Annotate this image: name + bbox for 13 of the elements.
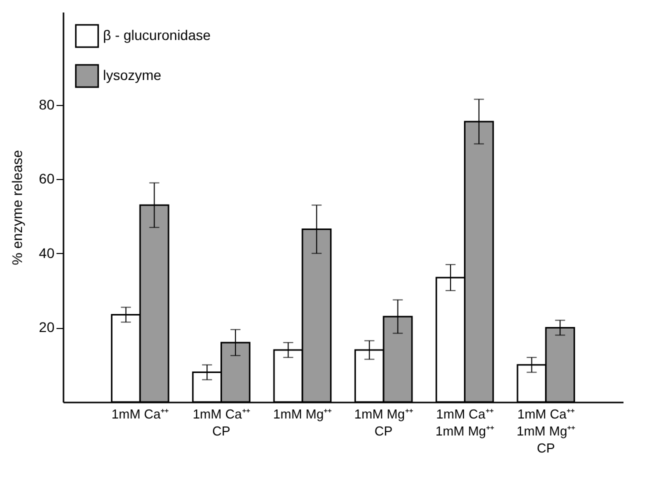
legend-label: lysozyme (103, 67, 162, 83)
x-tick-label: 1mM Ca⁺⁺ (112, 406, 169, 422)
x-tick-label: 1mM Ca⁺⁺ CP (192, 406, 250, 438)
x-tick-label: 1mM Mg⁺⁺ CP (354, 406, 413, 438)
x-tick-label: 1mM Ca⁺⁺ 1mM Mg⁺⁺ CP (516, 406, 576, 456)
y-tick-label: 20 (38, 319, 55, 336)
x-tick-label: 1mM Mg⁺⁺ (273, 406, 332, 422)
y-tick-label: 80 (38, 96, 55, 112)
y-tick-label: 40 (38, 244, 55, 261)
y-tick-label: 60 (38, 170, 55, 187)
x-tick-label: 1mM Ca⁺⁺ 1mM Mg⁺⁺ (435, 406, 494, 438)
legend-label: β - glucuronidase (103, 27, 211, 43)
y-axis-title: % enzyme release (8, 150, 25, 266)
